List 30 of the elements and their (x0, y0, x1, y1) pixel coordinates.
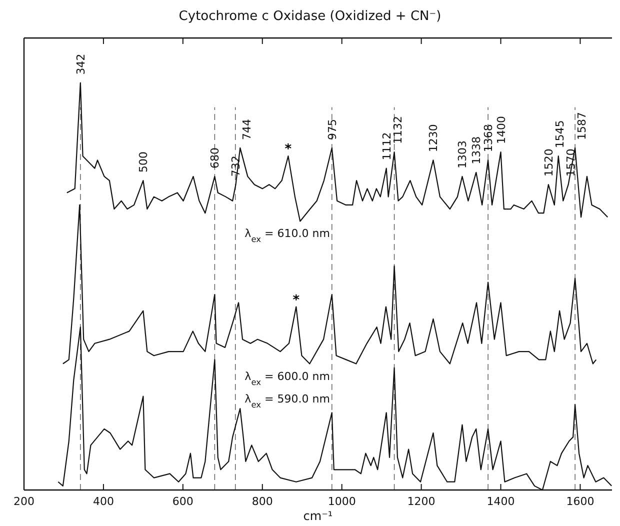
x-tick-label: 1400 (486, 495, 515, 508)
annotation: 342 (74, 54, 88, 75)
x-tick-label: 1000 (328, 495, 356, 508)
annotation: 744 (240, 118, 254, 140)
x-tick-label: 800 (252, 495, 273, 508)
annotation: 680 (208, 147, 222, 168)
annotation: 1303 (456, 140, 470, 168)
annotation: 1368 (482, 124, 496, 152)
x-axis-title: cm⁻¹ (303, 509, 333, 523)
x-tick-label: 1600 (566, 495, 594, 508)
series-label: λ$_{ex}$ = 600.0 nm (244, 370, 330, 387)
series-label: λ$_{ex}$ = 610.0 nm (244, 227, 330, 244)
annotation: * (292, 292, 300, 308)
annotation: 1520 (542, 148, 556, 177)
annotation: 1400 (494, 116, 508, 144)
annotation: 975 (326, 118, 339, 140)
annotation: 1545 (553, 120, 566, 148)
annotation: 500 (137, 152, 150, 173)
annotation: 1230 (427, 124, 440, 152)
x-tick-label: 400 (92, 495, 114, 508)
annotation: 1132 (391, 116, 404, 144)
annotation: 1587 (575, 112, 588, 140)
x-tick-label: 1200 (407, 495, 436, 508)
chart-title: Cytochrome c Oxidase (Oxidized + CN⁻) (178, 9, 442, 24)
annotation: 1338 (470, 136, 484, 164)
x-tick-label: 200 (14, 495, 34, 508)
x-tick-label: 600 (172, 495, 194, 508)
annotation: * (284, 142, 292, 158)
series-label: λ$_{ex}$ = 590.0 nm (244, 392, 330, 410)
annotation: 1112 (380, 132, 394, 160)
